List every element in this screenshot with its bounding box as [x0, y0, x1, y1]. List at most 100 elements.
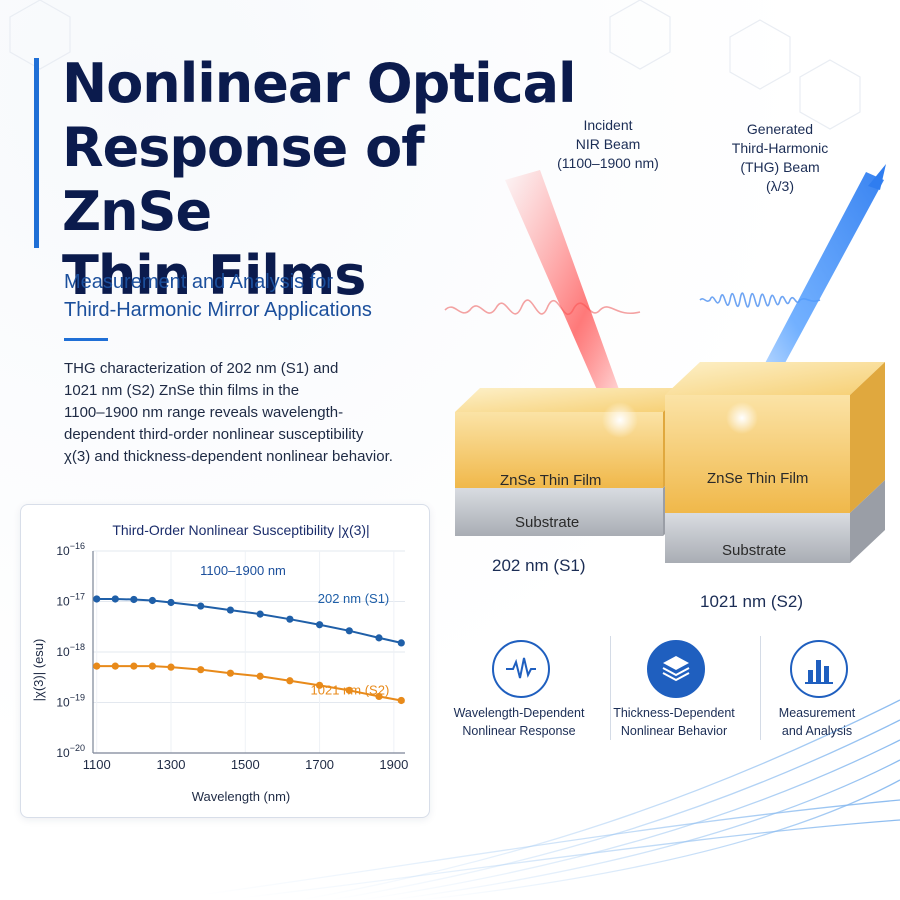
- data-point: [315, 681, 324, 689]
- y-tick-exponent: −19: [70, 693, 85, 703]
- title-line: Thin Films: [62, 244, 366, 307]
- feature-divider: [610, 636, 611, 740]
- y-tick-label: 10−18: [56, 642, 85, 659]
- bar-chart-icon: [790, 640, 848, 698]
- y-tick-base: 10: [56, 746, 70, 760]
- y-axis-label: |χ(3)| (esu): [31, 639, 46, 702]
- x-tick-label: 1500: [231, 757, 260, 772]
- series-label: 1021 nm (S2): [311, 682, 390, 697]
- data-point: [167, 598, 175, 607]
- data-point: [256, 672, 264, 680]
- data-point: [111, 662, 119, 670]
- title-line: Response of ZnSe: [62, 116, 425, 243]
- x-tick-label: 1700: [305, 757, 334, 772]
- data-point: [93, 662, 101, 670]
- feature-caption-thickness: Thickness-Dependent Nonlinear Behavior: [599, 704, 749, 740]
- incident-wave: [444, 299, 641, 316]
- data-point: [286, 615, 294, 623]
- data-point: [286, 677, 294, 685]
- substrate-label-s1: Substrate: [515, 514, 580, 531]
- description-line: 1100–1900 nm range reveals wavelength-: [64, 404, 344, 421]
- generated-beam-arrowhead: [868, 164, 886, 190]
- feature-caption-measurement: Measurement and Analysis: [742, 704, 892, 740]
- generated-beam-label: Generated Third-Harmonic (THG) Beam (λ/3…: [720, 120, 840, 196]
- data-point: [226, 669, 235, 677]
- incident-label-line: NIR Beam: [575, 136, 641, 152]
- feature-caption-line: Nonlinear Behavior: [620, 724, 728, 738]
- data-point: [256, 610, 264, 618]
- y-tick-exponent: −16: [70, 541, 85, 551]
- y-tick-base: 10: [56, 595, 70, 609]
- feature-caption-line: Measurement: [778, 706, 856, 720]
- subtitle-line: Third-Harmonic Mirror Applications: [64, 299, 372, 321]
- generated-label-line: Third-Harmonic: [731, 140, 829, 156]
- subtitle-line: Measurement and Analysis for: [64, 271, 334, 293]
- data-point: [167, 663, 175, 671]
- y-tick-base: 10: [56, 645, 70, 659]
- y-tick-exponent: −20: [70, 743, 85, 753]
- series-label: 202 nm (S1): [318, 591, 390, 606]
- data-point: [93, 595, 101, 603]
- chart-card: Third-Order Nonlinear Susceptibility |χ(…: [20, 504, 430, 818]
- layers-icon: [647, 640, 705, 698]
- y-tick-label: 10−19: [56, 693, 85, 710]
- page-subtitle: Measurement and Analysis for Third-Harmo…: [64, 268, 464, 324]
- y-tick-exponent: −18: [70, 642, 85, 652]
- description-line: 1021 nm (S2) ZnSe thin films in the: [64, 382, 300, 399]
- waveform-icon-glyph: [506, 657, 536, 679]
- sample-name-s2: 1021 nm (S2): [700, 592, 803, 611]
- x-tick-label: 1900: [379, 757, 408, 772]
- data-point: [197, 666, 205, 674]
- generated-beam: [735, 172, 884, 424]
- page-title: Nonlinear Optical Response of ZnSe Thin …: [62, 52, 582, 308]
- y-tick-label: 10−16: [56, 541, 85, 558]
- title-accent-bar: [34, 58, 39, 248]
- data-point: [197, 602, 205, 610]
- y-tick-label: 10−17: [56, 592, 85, 609]
- y-tick-exponent: −17: [70, 592, 85, 602]
- incident-beam-label: Incident NIR Beam (1100–1900 nm): [548, 116, 668, 173]
- incident-label-line: Incident: [583, 117, 633, 133]
- incident-spot-glow: [602, 402, 638, 438]
- range-annotation: 1100–1900 nm: [200, 563, 286, 578]
- film-label-s2: ZnSe Thin Film: [707, 470, 809, 487]
- description-line: dependent third-order nonlinear suscepti…: [64, 426, 364, 443]
- y-tick-base: 10: [56, 696, 70, 710]
- incident-beam: [505, 170, 630, 424]
- generated-label-line: (λ/3): [766, 178, 794, 194]
- data-point: [397, 639, 405, 647]
- y-tick-base: 10: [56, 544, 70, 558]
- data-point: [130, 662, 138, 670]
- generated-label-line: (THG) Beam: [740, 159, 820, 175]
- y-tick-label: 10−20: [56, 743, 85, 760]
- data-point: [375, 692, 383, 701]
- data-point: [148, 662, 157, 670]
- chart-title: Third-Order Nonlinear Susceptibility |χ(…: [112, 522, 369, 538]
- data-point: [130, 595, 138, 604]
- film-label-s1: ZnSe Thin Film: [500, 472, 602, 489]
- susceptibility-chart: Third-Order Nonlinear Susceptibility |χ(…: [31, 522, 408, 804]
- generated-spot-glow: [726, 402, 758, 434]
- bar-chart-icon-glyph: [805, 660, 833, 684]
- generated-wave: [699, 292, 821, 308]
- data-point: [111, 595, 119, 603]
- feature-caption-line: and Analysis: [781, 724, 853, 738]
- feature-caption-line: Wavelength-Dependent: [453, 706, 585, 720]
- data-point: [226, 606, 235, 614]
- title-line: Nonlinear Optical: [62, 52, 577, 115]
- x-tick-label: 1100: [83, 757, 111, 772]
- description: THG characterization of 202 nm (S1) and …: [64, 358, 414, 468]
- feature-divider: [760, 636, 761, 740]
- x-tick-label: 1300: [157, 757, 186, 772]
- feature-caption-wavelength: Wavelength-Dependent Nonlinear Response: [444, 704, 594, 740]
- feature-caption-line: Nonlinear Response: [462, 724, 576, 738]
- data-point: [375, 634, 383, 642]
- data-point: [315, 621, 324, 629]
- layers-icon-glyph: [662, 656, 690, 682]
- data-point: [345, 686, 353, 694]
